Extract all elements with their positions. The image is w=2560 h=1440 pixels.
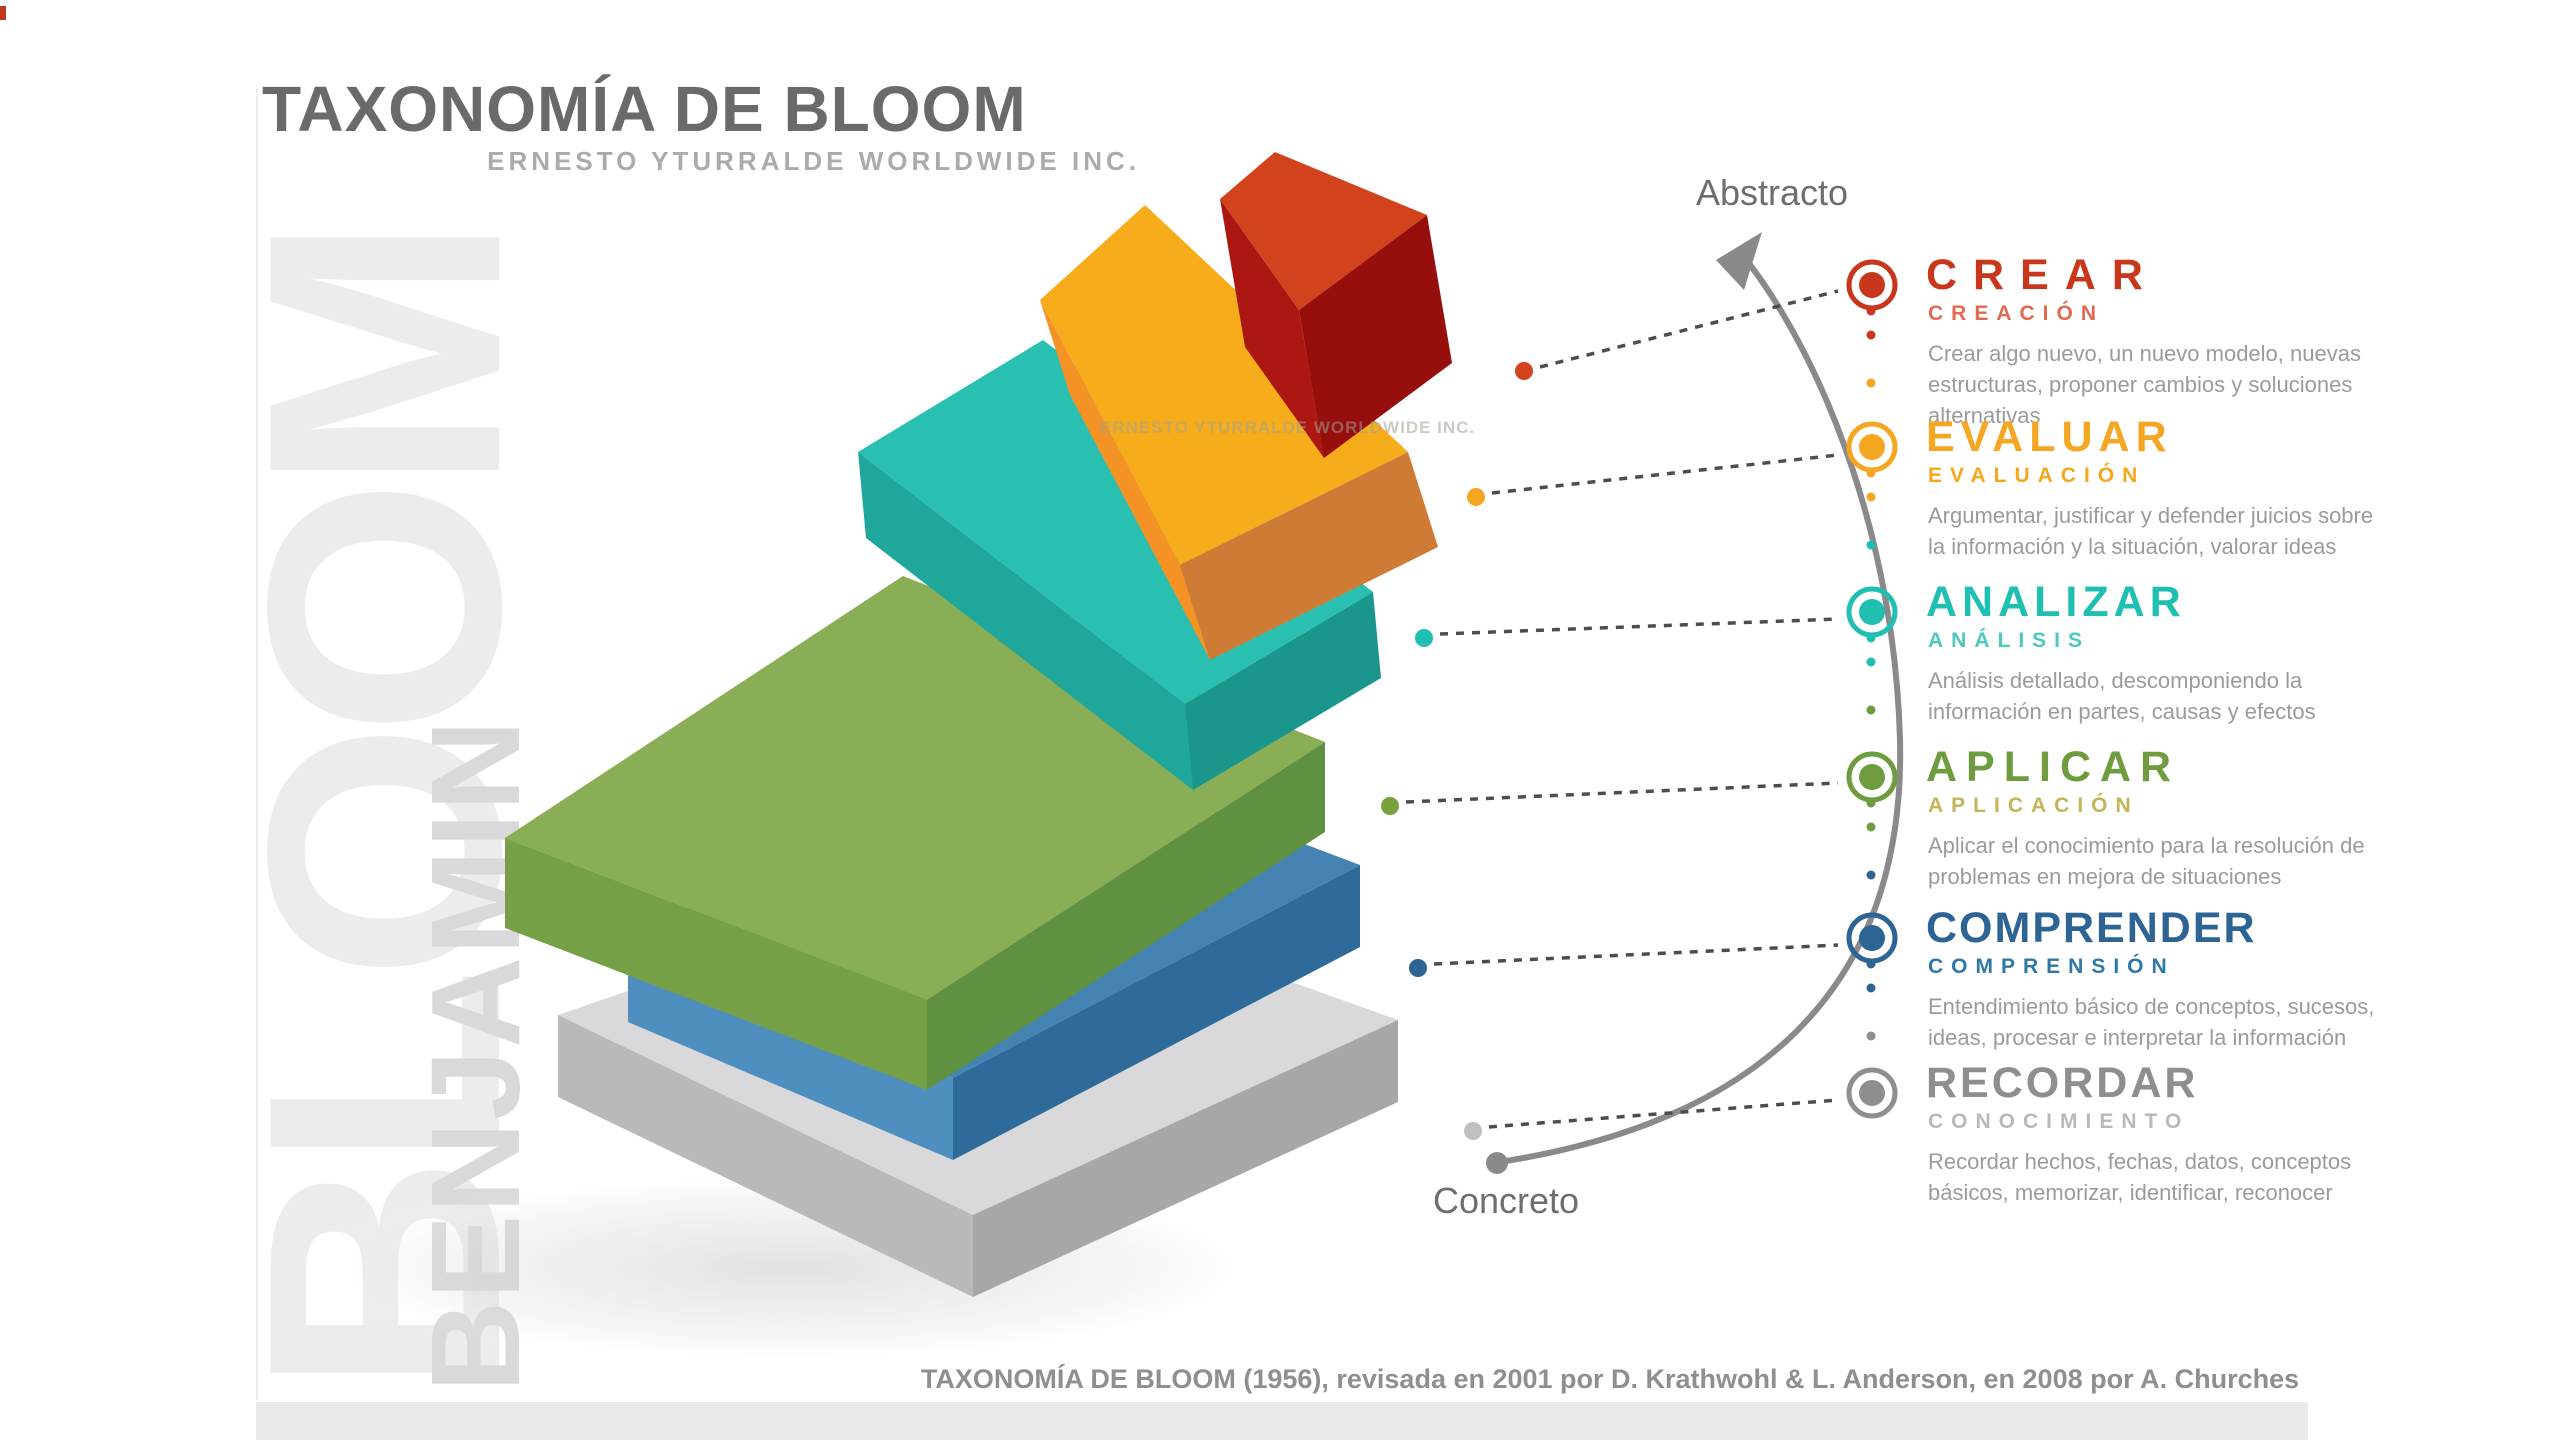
connectors	[1405, 289, 1839, 1129]
level-section-recordar: RECORDAR CONOCIMIENTO Recordar hechos, f…	[1842, 1059, 2402, 1208]
level-subtitle-crear: CREACIÓN	[1928, 302, 2105, 326]
connector-line-analizar	[1439, 617, 1839, 636]
block-crear-top	[1220, 152, 1427, 310]
level-section-aplicar: APLICAR APLICACIÓN Aplicar el conocimien…	[1842, 743, 2402, 892]
level-section-analizar: ANALIZAR ANÁLISIS Análisis detallado, de…	[1842, 578, 2402, 727]
level-title-crear: CREAR	[1926, 251, 2159, 299]
block-evaluar	[1040, 205, 1438, 660]
axis-label-abstracto: Abstracto	[1695, 172, 1849, 213]
block-evaluar-right-face	[1180, 452, 1438, 660]
connector-line-crear	[1539, 289, 1839, 369]
page-title: TAXONOMÍA DE BLOOM	[262, 73, 1027, 145]
left-rule-line	[256, 88, 258, 1400]
level-dot-crear	[1515, 362, 1533, 380]
bullseye-icon-crear	[1846, 259, 1898, 311]
bullseye-icon-recordar	[1846, 1067, 1898, 1119]
block-aplicar-left-face	[505, 838, 927, 1090]
bullseye-icon-comprender	[1846, 912, 1898, 964]
level-section-evaluar: EVALUAR EVALUACIÓN Argumentar, justifica…	[1842, 413, 2402, 562]
block-analizar-right-face	[1185, 592, 1381, 790]
block-crear	[1220, 152, 1452, 458]
level-dot-recordar	[1464, 1122, 1482, 1140]
block-evaluar-top	[1040, 205, 1408, 565]
connector-start-dots	[1381, 362, 1533, 1140]
level-description-evaluar: Argumentar, justificar y defender juicio…	[1928, 503, 2374, 560]
bullseye-icon-evaluar	[1846, 421, 1898, 473]
block-aplicar-right-face	[927, 742, 1325, 1090]
axis-arrowhead	[1716, 232, 1762, 290]
level-dot-aplicar	[1381, 797, 1399, 815]
block-analizar-left-face	[858, 452, 1193, 790]
block-recordar-left-face	[558, 1015, 973, 1297]
level-title-aplicar: APLICAR	[1926, 743, 2181, 791]
connector-line-evaluar	[1491, 453, 1839, 495]
axis-end-dot	[1486, 1152, 1508, 1174]
level-section-comprender: COMPRENDER COMPRENSIÓN Entendimiento bás…	[1842, 904, 2402, 1053]
level-subtitle-evaluar: EVALUACIÓN	[1928, 464, 2146, 488]
level-dot-evaluar	[1467, 488, 1485, 506]
connector-line-recordar	[1488, 1098, 1839, 1129]
bullseye-icon-analizar	[1846, 586, 1898, 638]
level-title-analizar: ANALIZAR	[1926, 578, 2186, 626]
level-dot-comprender	[1409, 959, 1427, 977]
block-crear-left-face	[1220, 199, 1324, 458]
page-subtitle: ERNESTO YTURRALDE WORLDWIDE INC.	[487, 146, 1140, 176]
block-crear-right-face	[1299, 215, 1452, 458]
abstract-concrete-axis	[1486, 232, 1904, 1174]
level-description-aplicar: Aplicar el conocimiento para la resoluci…	[1928, 833, 2365, 890]
footer-caption: TAXONOMÍA DE BLOOM (1956), revisada en 2…	[920, 1364, 2300, 1394]
level-title-recordar: RECORDAR	[1926, 1059, 2199, 1107]
level-subtitle-analizar: ANÁLISIS	[1928, 629, 2091, 653]
level-subtitle-aplicar: APLICACIÓN	[1928, 794, 2139, 818]
axis-label-concreto: Concreto	[1432, 1180, 1580, 1221]
block-recordar-right-face	[973, 1020, 1398, 1297]
level-title-comprender: COMPRENDER	[1926, 904, 2257, 952]
connector-line-aplicar	[1405, 781, 1839, 804]
axis-curve	[1499, 260, 1904, 1165]
level-subtitle-comprender: COMPRENSIÓN	[1928, 955, 2175, 979]
bullseye-icon-aplicar	[1846, 751, 1898, 803]
diagram-watermark: ERNESTO YTURRALDE WORLDWIDE INC.	[1100, 418, 1476, 437]
level-description-crear: Crear algo nuevo, un nuevo modelo, nueva…	[1928, 341, 2361, 429]
level-description-analizar: Análisis detallado, descomponiendo la in…	[1928, 668, 2316, 725]
corner-red-mark	[0, 6, 6, 20]
level-dot-analizar	[1415, 629, 1433, 647]
level-subtitle-recordar: CONOCIMIENTO	[1928, 1110, 2190, 1134]
level-description-recordar: Recordar hechos, fechas, datos, concepto…	[1928, 1149, 2352, 1206]
level-title-evaluar: EVALUAR	[1926, 413, 2173, 461]
level-description-comprender: Entendimiento básico de conceptos, suces…	[1928, 994, 2375, 1051]
level-section-crear: CREAR CREACIÓN Crear algo nuevo, un nuev…	[1842, 251, 2402, 431]
block-evaluar-left-face	[1040, 300, 1210, 660]
footer-band	[256, 1402, 2308, 1440]
connector-line-comprender	[1433, 943, 1839, 966]
block-comprender-right-face	[953, 865, 1360, 1160]
